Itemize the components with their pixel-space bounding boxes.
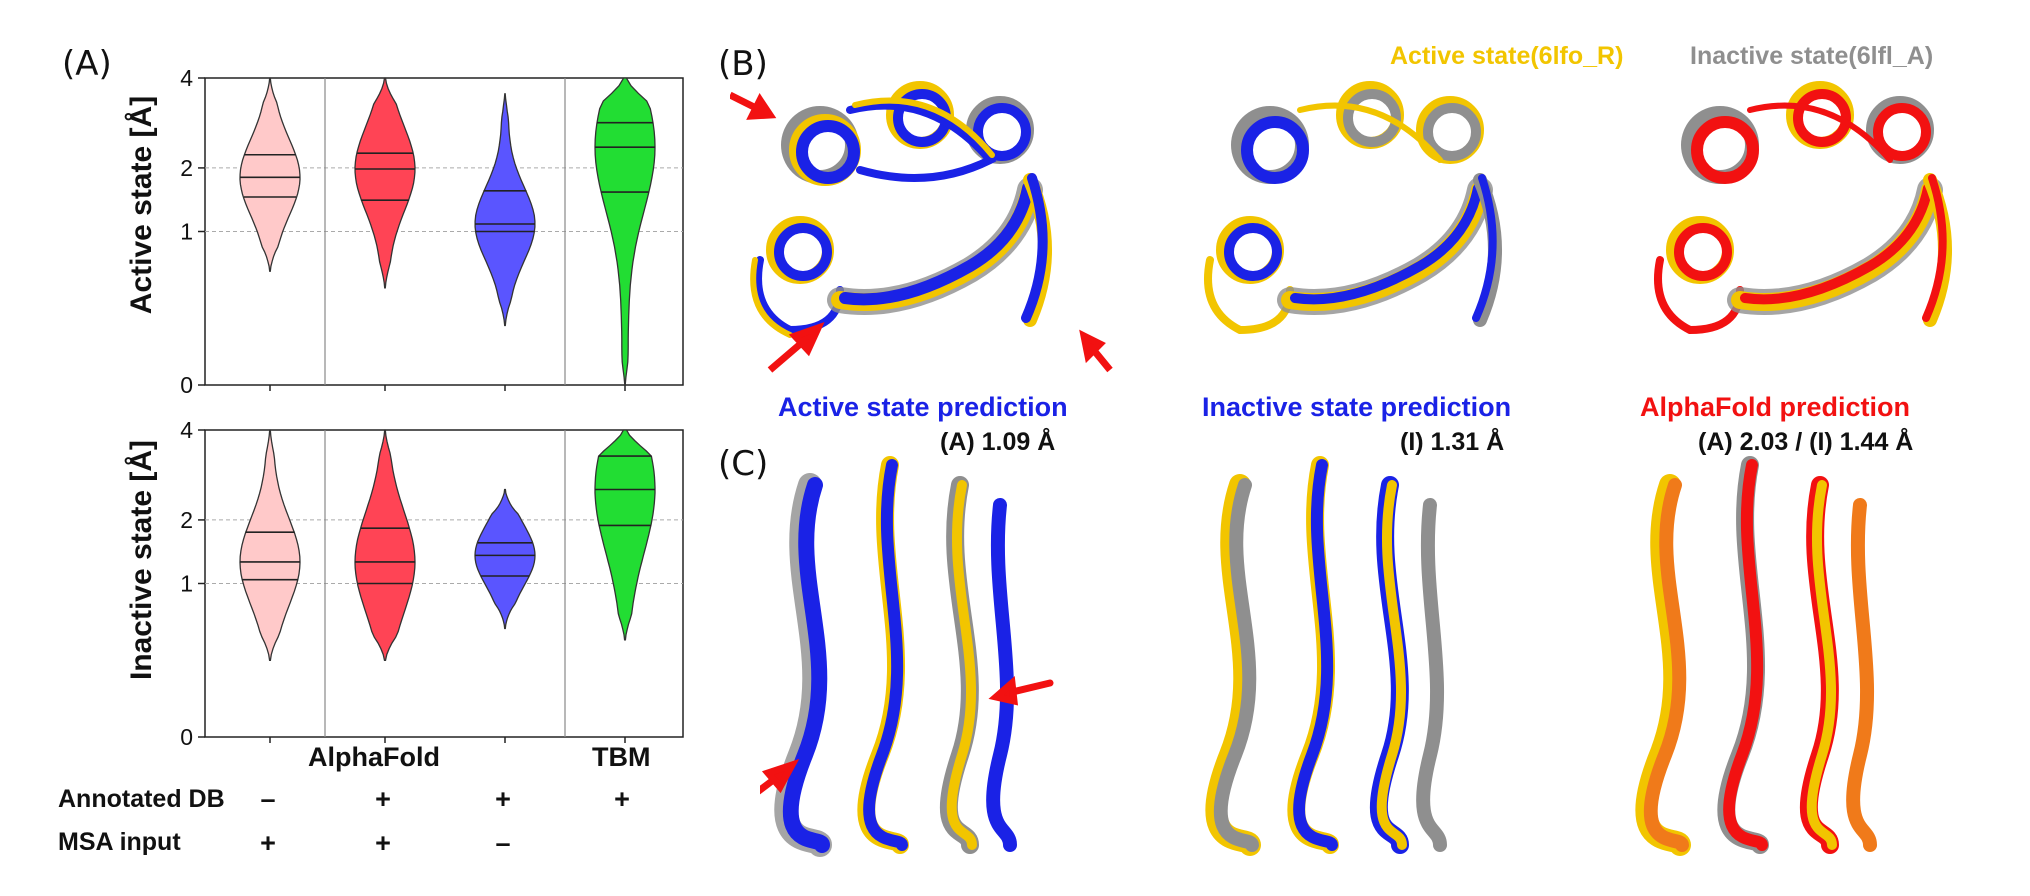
violin <box>594 77 656 386</box>
violin <box>474 488 536 630</box>
active-state-chart: 0 1 2 4 <box>180 65 684 398</box>
structure-b3 <box>1654 81 1952 335</box>
caption-active-prediction: Active state prediction <box>778 392 1068 422</box>
caption-inactive-prediction: Inactive state prediction <box>1202 392 1512 422</box>
group-tbm: TBM <box>592 742 651 772</box>
structure-c3 <box>1635 456 1877 856</box>
y-tick-label: 0 <box>180 372 193 398</box>
structure-b2 <box>1204 81 1502 335</box>
legend-inactive: Inactive state(6lfl_A) <box>1690 42 1934 70</box>
panel-a-label: (A) <box>62 44 112 84</box>
violin <box>239 429 301 661</box>
row-annotated-label: Annotated DB <box>58 785 225 813</box>
violin <box>239 77 301 272</box>
y-tick-label: 4 <box>180 417 193 443</box>
y-tick-label: 4 <box>180 65 193 91</box>
violin <box>354 429 416 661</box>
annotated-value: + <box>495 784 511 814</box>
value-inactive-prediction: (I) 1.31 Å <box>1400 428 1505 456</box>
violin-charts: 0 1 2 4 0 1 2 4 <box>180 65 684 750</box>
violin <box>354 77 416 289</box>
annotated-value: – <box>260 784 276 814</box>
inactive-state-chart: 0 1 2 4 <box>180 417 684 750</box>
msa-value: – <box>495 828 511 858</box>
y-tick-label: 2 <box>180 155 193 181</box>
y-tick-label: 1 <box>180 571 193 597</box>
panel-b-structures <box>730 81 1952 373</box>
value-alphafold-prediction: (A) 2.03 / (I) 1.44 Å <box>1698 428 1914 456</box>
y-tick-label: 1 <box>180 219 193 245</box>
panel-c-label: (C) <box>718 444 769 484</box>
y-tick-label: 2 <box>180 507 193 533</box>
caption-alphafold-prediction: AlphaFold prediction <box>1640 392 1910 422</box>
violin <box>474 93 536 327</box>
msa-value: + <box>375 828 391 858</box>
group-alphafold: AlphaFold <box>308 742 440 772</box>
structure-c1 <box>760 456 1054 857</box>
y-tick-label: 0 <box>180 724 193 750</box>
violin <box>594 429 656 641</box>
structure-b1 <box>730 81 1113 373</box>
row-msa-label: MSA input <box>58 828 181 856</box>
annotated-value: + <box>375 784 391 814</box>
ylabel-inactive: Inactive state [Å] <box>125 439 158 681</box>
panel-b-label: (B) <box>718 44 768 84</box>
msa-value: + <box>260 828 276 858</box>
annotated-value: + <box>614 784 630 814</box>
ylabel-active: Active state [Å] <box>125 95 158 315</box>
value-active-prediction: (A) 1.09 Å <box>940 428 1056 456</box>
legend-active: Active state(6lfo_R) <box>1390 42 1624 70</box>
panel-c-structures <box>760 456 1877 857</box>
structure-c2 <box>1205 456 1447 856</box>
